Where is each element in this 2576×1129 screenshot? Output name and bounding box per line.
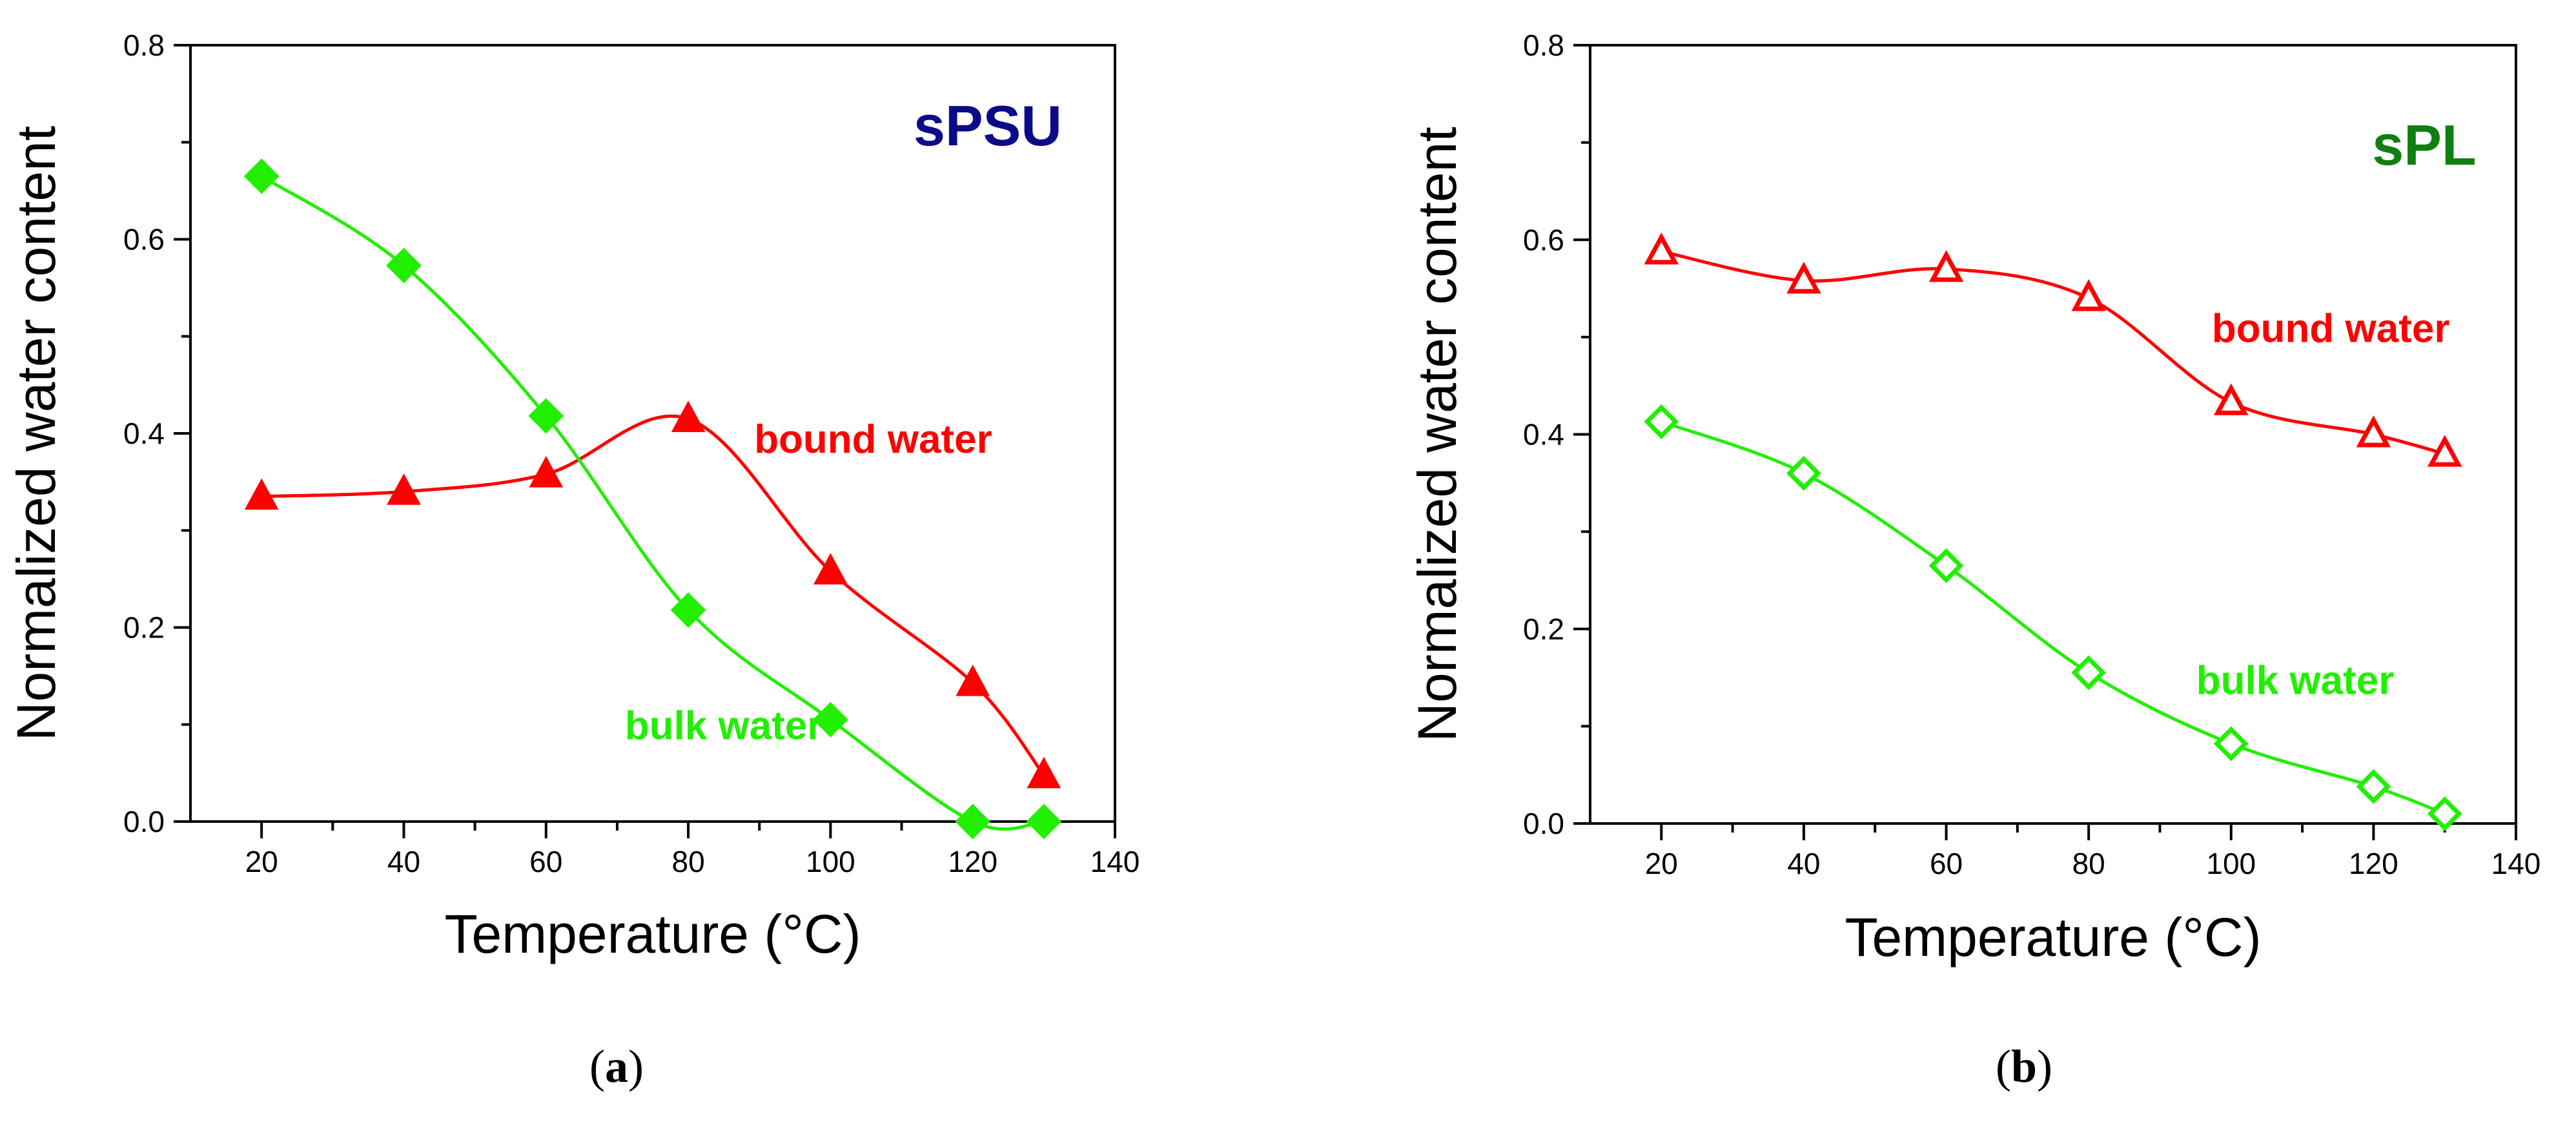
data-point-diamond [1644,404,1679,439]
data-point-diamond [670,592,706,628]
data-point-diamond [528,398,564,434]
y-tick-label: 0.4 [1523,418,1564,451]
data-point-triangle [529,456,564,488]
panel-label: (b) [1996,1041,2052,1092]
y-tick-label: 0.0 [123,805,165,838]
x-tick-label: 20 [1645,847,1678,880]
y-tick-label: 0.6 [1523,223,1564,256]
x-tick-label: 140 [2491,847,2541,880]
data-point-diamond [2213,726,2249,761]
x-tick-label: 60 [529,845,562,878]
panel-label: (a) [589,1041,644,1092]
data-point-triangle [1786,262,1821,294]
data-point-diamond [1026,803,1062,840]
data-point-diamond [243,158,280,194]
x-tick-label: 60 [1930,847,1963,880]
data-point-triangle [2427,435,2462,467]
x-tick-label: 40 [387,845,420,878]
chart-panel-b: 20 40 60 80 100 120 140 0.0 0.2 0.4 0.6 0.8 Temperat… [1407,28,2540,1092]
series-label: bound water [754,417,992,462]
y-axis-title: Normalized water content [1407,127,1467,741]
y-tick-label: 0.4 [123,417,165,450]
data-point-triangle [956,665,990,696]
x-tick-label: 40 [1787,847,1820,880]
data-point-diamond [1928,548,1964,583]
data-point-diamond [2071,655,2107,690]
x-tick-label: 120 [948,845,997,878]
x-axis-title: Temperature (°C) [1845,907,2261,968]
data-point-diamond [812,701,848,738]
data-point-diamond [1786,455,1821,491]
x-tick-label: 140 [1090,845,1140,878]
x-tick-label: 80 [671,845,704,878]
y-tick-label: 0.0 [1523,807,1564,840]
y-tick-label: 0.6 [123,223,165,256]
chart-title: sPSU [914,94,1062,158]
data-point-triangle [671,400,706,432]
data-point-triangle [1928,250,1964,282]
chart-panel-a: 20 40 60 80 100 120 140 0.0 0.2 0.4 0.6 0.8 Temperat… [6,28,1140,1092]
x-tick-label: 20 [245,845,278,878]
x-tick-label: 120 [2349,847,2398,880]
data-point-diamond [2356,769,2391,804]
data-point-triangle [2213,383,2249,415]
y-tick-label: 0.8 [1523,28,1564,62]
data-point-triangle [2356,415,2391,448]
data-point-triangle [1027,756,1061,789]
chart-title: sPL [2372,113,2476,177]
data-point-triangle [2071,279,2106,311]
series-line-bound-water [1661,249,2446,456]
x-tick-label: 100 [2206,847,2256,880]
y-tick-label: 0.2 [1523,612,1564,646]
y-axis-title: Normalized water content [6,126,66,741]
x-tick-label: 100 [806,845,855,878]
x-tick-label: 80 [2072,847,2105,880]
data-point-triangle [387,473,421,505]
data-point-diamond [955,803,991,840]
data-point-diamond [2427,796,2462,831]
data-point-diamond [386,247,422,284]
series-label: bulk water [625,703,823,748]
data-point-triangle [244,478,279,510]
data-point-triangle [1644,232,1679,265]
series-label: bulk water [2196,659,2395,703]
x-axis-title: Temperature (°C) [444,904,861,964]
data-point-triangle [813,553,848,585]
y-tick-label: 0.8 [123,28,165,62]
series-label: bound water [2212,306,2450,351]
y-tick-label: 0.2 [123,611,165,645]
series-line-bulk-water [1661,420,2446,816]
